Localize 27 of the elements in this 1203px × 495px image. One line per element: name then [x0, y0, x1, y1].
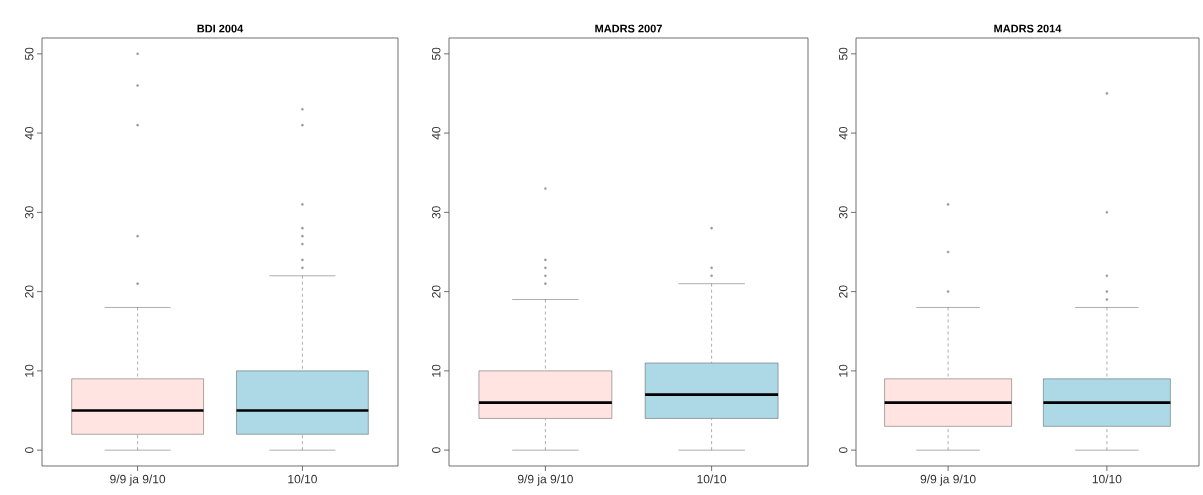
y-tick-label: 50: [838, 47, 848, 61]
x-tick-label: 10/10: [288, 474, 317, 484]
y-tick-label: 0: [431, 447, 441, 453]
y-tick-label: 50: [431, 47, 441, 61]
x-tick-label: 9/9 ja 9/10: [920, 474, 976, 486]
chart-title: MADRS 2014: [994, 24, 1062, 33]
x-tick-label: 10/10: [1092, 474, 1122, 484]
y-tick-label: 50: [24, 47, 34, 61]
y-tick-label: 20: [838, 285, 848, 298]
chart-title: BDI 2004: [197, 24, 244, 33]
x-tick-label: 9/9 ja 9/10: [110, 474, 166, 486]
y-tick-label: 30: [431, 206, 441, 219]
y-tick-label: 20: [24, 285, 34, 298]
y-tick-label: 40: [431, 126, 441, 140]
y-tick-label: 10: [431, 364, 441, 377]
y-tick-label: 0: [24, 447, 34, 453]
y-tick-label: 40: [838, 126, 848, 140]
x-tick-label: 9/9 ja 9/10: [517, 474, 573, 486]
x-tick-label: 10/10: [697, 474, 727, 484]
chart-title: MADRS 2007: [595, 24, 662, 33]
y-tick-label: 30: [838, 206, 848, 219]
y-tick-label: 10: [838, 364, 848, 377]
y-tick-label: 20: [431, 285, 441, 298]
y-tick-label: 30: [24, 206, 34, 219]
y-tick-label: 0: [838, 447, 848, 453]
y-tick-label: 40: [24, 126, 34, 140]
y-tick-label: 10: [24, 364, 34, 377]
